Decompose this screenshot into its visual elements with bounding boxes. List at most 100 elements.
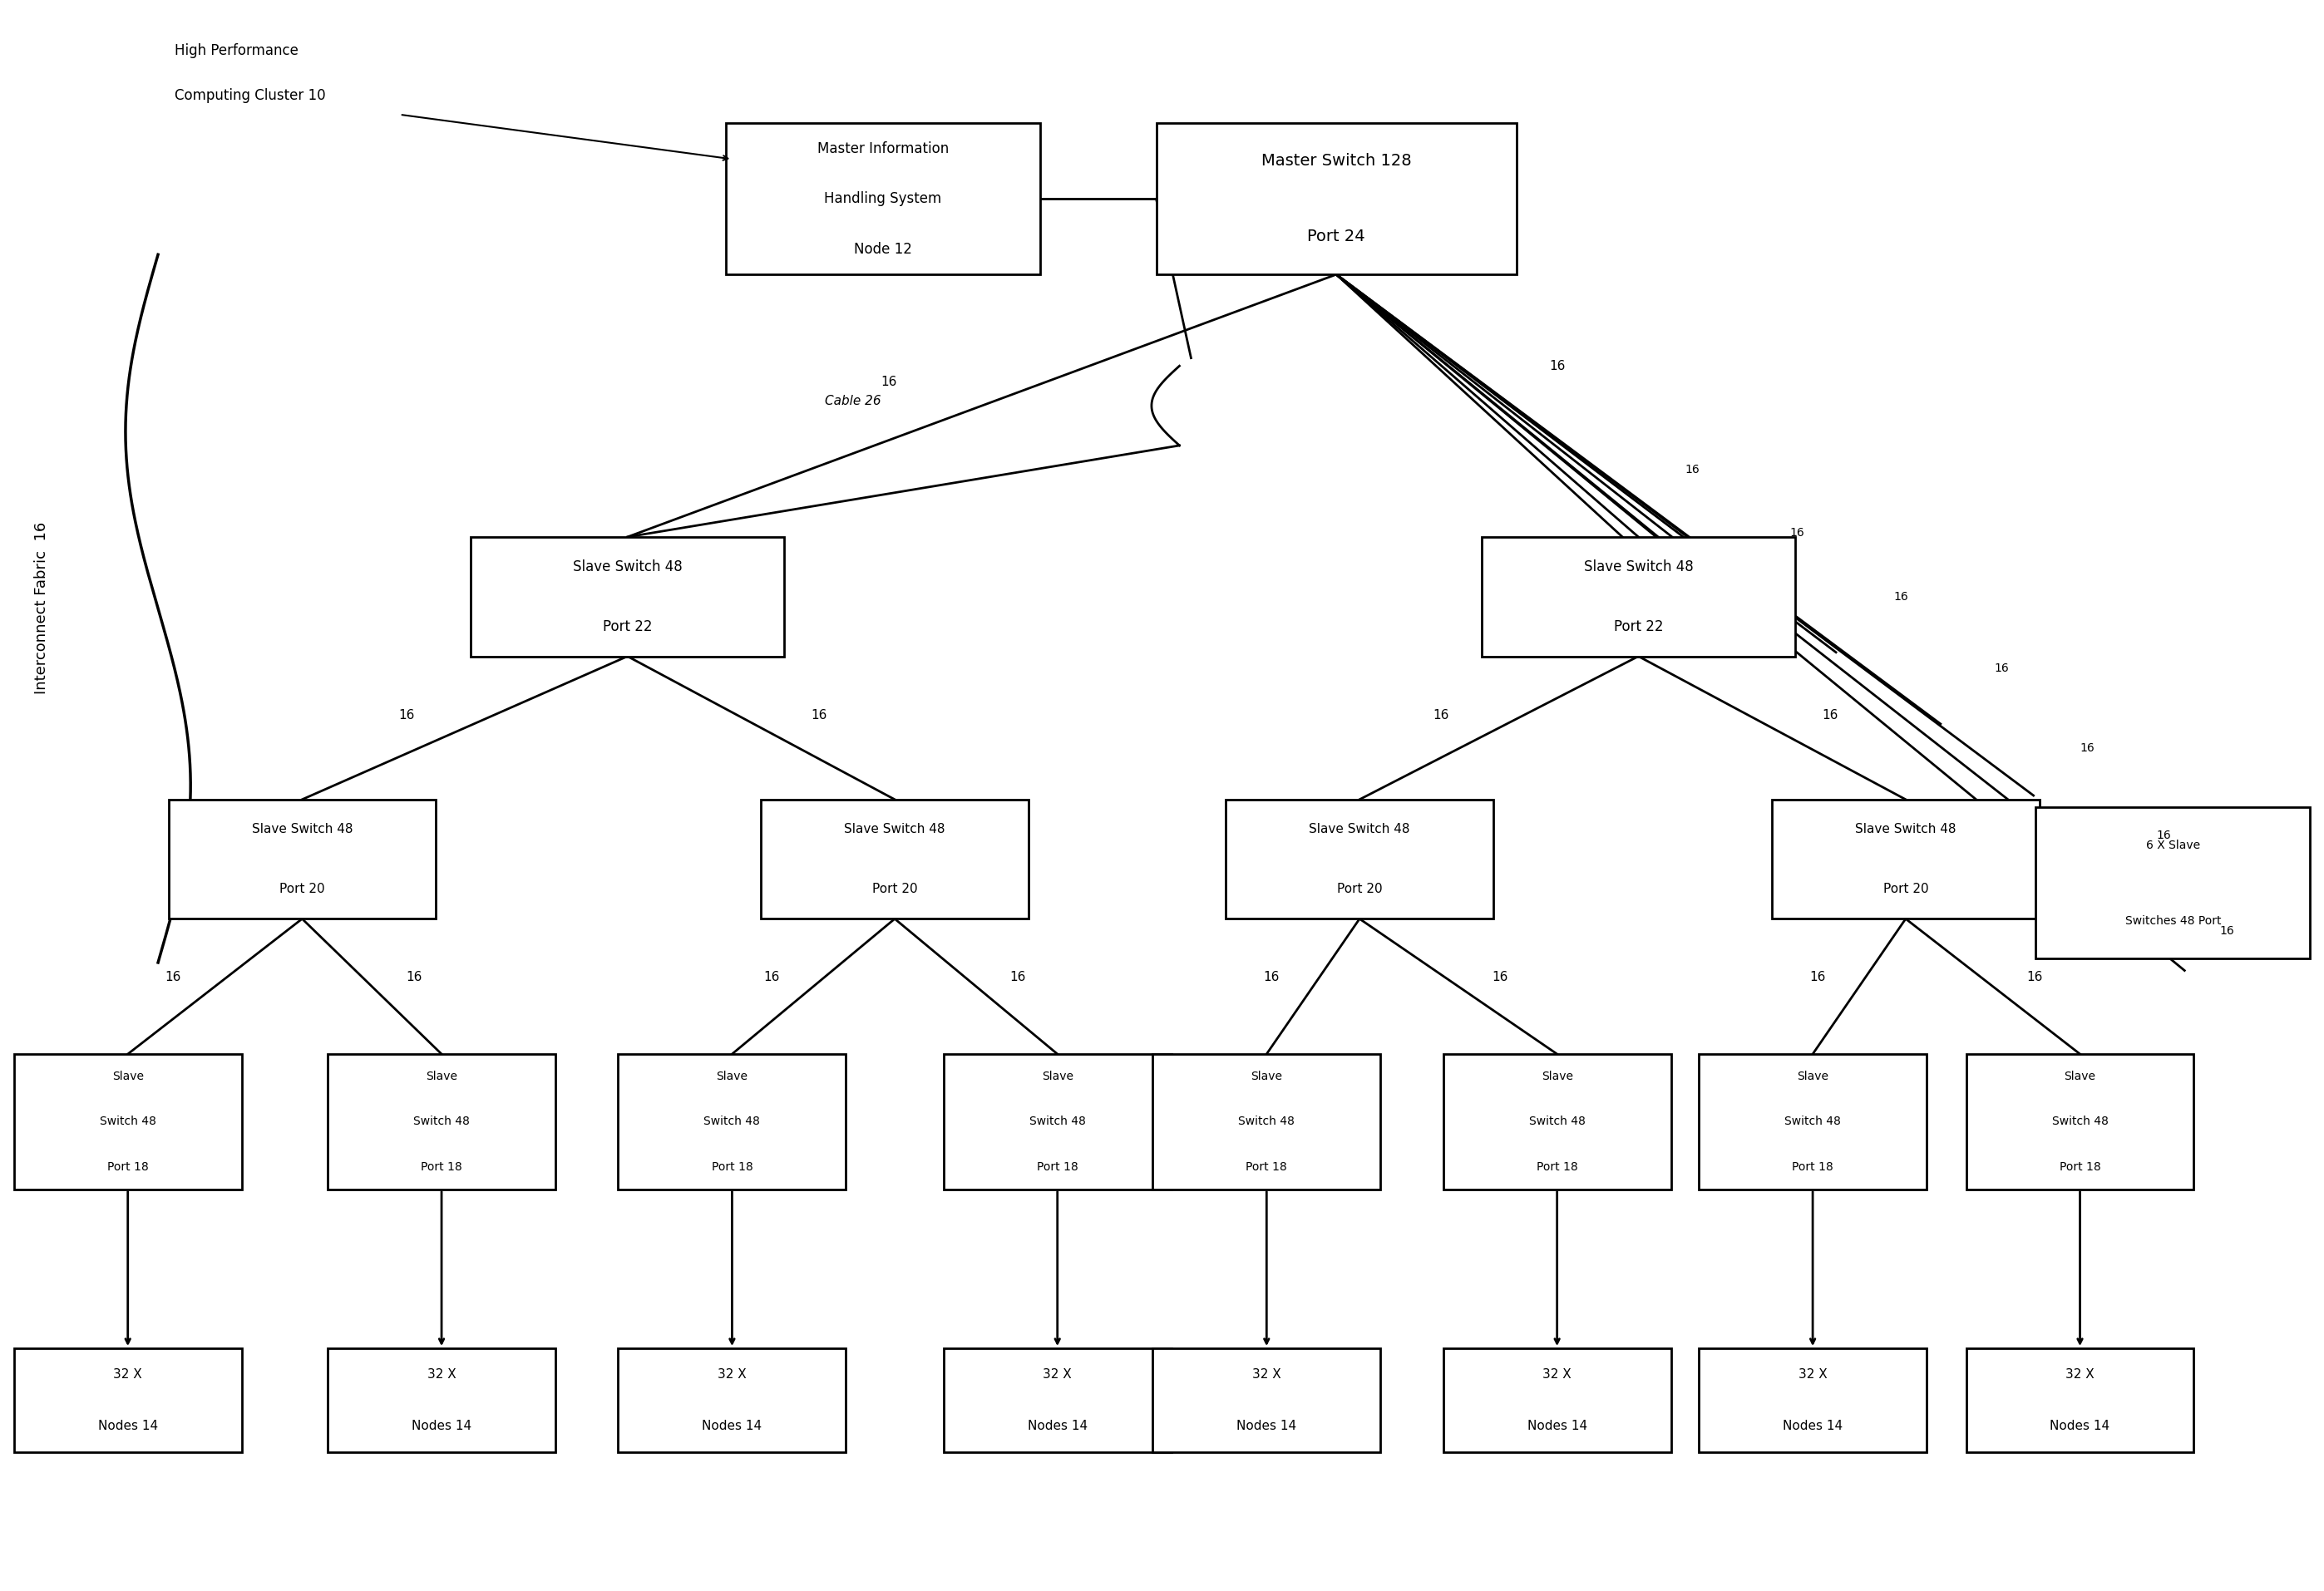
FancyBboxPatch shape [1699,1349,1927,1451]
Text: 16: 16 [2157,829,2171,842]
FancyBboxPatch shape [1443,1053,1671,1188]
Text: Slave Switch 48: Slave Switch 48 [844,823,946,835]
Text: 32 X: 32 X [1799,1368,1827,1381]
FancyBboxPatch shape [1483,538,1794,655]
Text: Nodes 14: Nodes 14 [702,1419,762,1432]
Text: 16: 16 [1822,710,1838,721]
Text: Node 12: Node 12 [853,242,911,256]
Text: 16: 16 [407,971,421,983]
Text: Switch 48: Switch 48 [1239,1115,1294,1128]
Text: Slave: Slave [112,1071,144,1082]
FancyBboxPatch shape [469,538,786,655]
FancyBboxPatch shape [944,1349,1171,1451]
Text: Port 18: Port 18 [2059,1161,2101,1173]
Text: Slave Switch 48: Slave Switch 48 [1308,823,1411,835]
FancyBboxPatch shape [725,123,1041,274]
Text: Slave Switch 48: Slave Switch 48 [572,560,683,574]
FancyBboxPatch shape [328,1349,555,1451]
Text: Slave Switch 48: Slave Switch 48 [251,823,353,835]
Text: Port 20: Port 20 [872,883,918,896]
Text: Port 18: Port 18 [711,1161,753,1173]
Text: Port 20: Port 20 [1336,883,1383,896]
FancyBboxPatch shape [1153,1349,1380,1451]
FancyBboxPatch shape [1966,1053,2194,1188]
Text: High Performance: High Performance [174,43,297,59]
Text: Nodes 14: Nodes 14 [2050,1419,2110,1432]
Text: Switch 48: Switch 48 [100,1115,156,1128]
Text: Slave: Slave [1541,1071,1573,1082]
Text: 16: 16 [165,971,181,983]
Text: 32 X: 32 X [1543,1368,1571,1381]
Text: Port 20: Port 20 [1882,883,1929,896]
FancyBboxPatch shape [2036,807,2310,958]
Text: Switch 48: Switch 48 [1785,1115,1841,1128]
FancyBboxPatch shape [328,1053,555,1188]
FancyBboxPatch shape [1155,123,1515,274]
Text: 16: 16 [1894,590,1908,603]
Text: Port 18: Port 18 [1037,1161,1078,1173]
Text: Slave: Slave [1250,1071,1283,1082]
Text: Nodes 14: Nodes 14 [1236,1419,1297,1432]
Text: Cable 26: Cable 26 [825,395,881,407]
Text: Switch 48: Switch 48 [704,1115,760,1128]
FancyBboxPatch shape [14,1349,242,1451]
FancyBboxPatch shape [762,799,1027,918]
Text: Master Switch 128: Master Switch 128 [1262,153,1411,169]
Text: Nodes 14: Nodes 14 [411,1419,472,1432]
Text: Switch 48: Switch 48 [2052,1115,2108,1128]
Text: Slave: Slave [1796,1071,1829,1082]
Text: Slave: Slave [1041,1071,1074,1082]
Text: Nodes 14: Nodes 14 [98,1419,158,1432]
Text: 16: 16 [1685,463,1699,476]
FancyBboxPatch shape [944,1053,1171,1188]
FancyBboxPatch shape [1966,1349,2194,1451]
Text: 16: 16 [1264,971,1278,983]
Text: Slave: Slave [2064,1071,2096,1082]
Text: 6 X Slave: 6 X Slave [2145,840,2201,851]
Text: Slave Switch 48: Slave Switch 48 [1855,823,1957,835]
Text: Interconnect Fabric  16: Interconnect Fabric 16 [35,522,49,694]
Text: Slave Switch 48: Slave Switch 48 [1583,560,1694,574]
Text: Nodes 14: Nodes 14 [1527,1419,1587,1432]
FancyBboxPatch shape [1771,799,2038,918]
FancyBboxPatch shape [14,1053,242,1188]
FancyBboxPatch shape [170,799,437,918]
Text: Port 18: Port 18 [107,1161,149,1173]
Text: 16: 16 [811,710,827,721]
Text: Computing Cluster 10: Computing Cluster 10 [174,88,325,103]
Text: 16: 16 [2080,741,2094,754]
Text: 16: 16 [1810,971,1824,983]
Text: Slave: Slave [716,1071,748,1082]
FancyBboxPatch shape [1443,1349,1671,1451]
Text: Handling System: Handling System [825,191,941,207]
Text: 32 X: 32 X [2066,1368,2094,1381]
Text: 16: 16 [881,375,897,388]
Text: 16: 16 [1492,971,1508,983]
Text: Slave: Slave [425,1071,458,1082]
Text: Port 20: Port 20 [279,883,325,896]
Text: Port 22: Port 22 [602,619,653,633]
Text: Switch 48: Switch 48 [414,1115,469,1128]
Text: 32 X: 32 X [718,1368,746,1381]
Text: 16: 16 [400,710,414,721]
Text: 16: 16 [2027,971,2043,983]
Text: 16: 16 [1434,710,1448,721]
Text: Port 18: Port 18 [1536,1161,1578,1173]
Text: Port 18: Port 18 [1792,1161,1834,1173]
FancyBboxPatch shape [1227,799,1492,918]
FancyBboxPatch shape [1153,1053,1380,1188]
Text: 32 X: 32 X [114,1368,142,1381]
Text: Port 18: Port 18 [421,1161,462,1173]
Text: 32 X: 32 X [1253,1368,1281,1381]
Text: Port 18: Port 18 [1246,1161,1287,1173]
FancyBboxPatch shape [618,1349,846,1451]
Text: 16: 16 [2219,924,2233,937]
Text: Master Information: Master Information [818,142,948,156]
FancyBboxPatch shape [618,1053,846,1188]
Text: Port 22: Port 22 [1613,619,1664,633]
Text: 16: 16 [1789,527,1803,539]
Text: 16: 16 [1011,971,1025,983]
Text: Switch 48: Switch 48 [1030,1115,1085,1128]
Text: Nodes 14: Nodes 14 [1783,1419,1843,1432]
Text: 16: 16 [1994,662,2008,675]
